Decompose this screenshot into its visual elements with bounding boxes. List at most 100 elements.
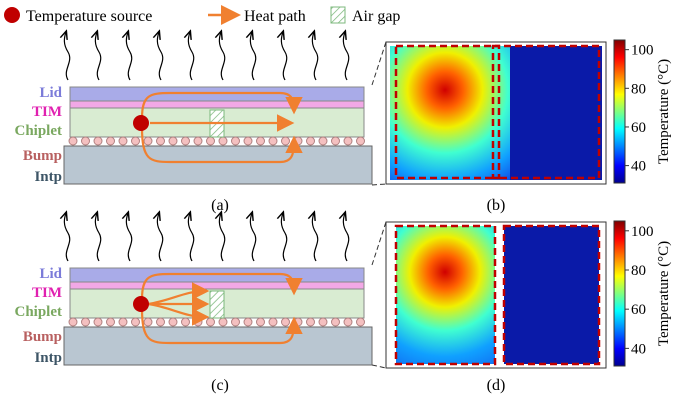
bump	[169, 318, 177, 326]
bump	[194, 137, 202, 145]
bump	[69, 137, 77, 145]
zoom-line	[372, 365, 386, 368]
bump	[257, 318, 265, 326]
bump	[144, 318, 152, 326]
bump	[319, 137, 327, 145]
heat-arrow	[126, 213, 131, 261]
colorbar-tick-label: 60	[631, 302, 646, 318]
bump	[194, 318, 202, 326]
air-gap	[210, 291, 224, 318]
colorbar-label: Temperature (°C)	[656, 59, 672, 164]
bump	[294, 318, 302, 326]
heat-arrow	[219, 32, 224, 80]
heat-arrow	[250, 32, 255, 80]
layer-label: Lid	[39, 266, 62, 282]
heat-arrow	[312, 213, 317, 261]
colorbar	[614, 221, 625, 366]
colorbar-label: Temperature (°C)	[656, 241, 672, 346]
heat-arrow	[157, 32, 162, 80]
colorbar-tick-label: 100	[631, 224, 654, 240]
temperature-source	[133, 115, 149, 131]
bump	[69, 318, 77, 326]
bump	[207, 137, 215, 145]
figure: Temperature source Heat path Air gap Lid…	[0, 0, 699, 401]
legend-marker	[4, 7, 20, 23]
colorbar-tick-label: 40	[631, 159, 646, 175]
heat-arrow	[64, 213, 69, 261]
bump	[357, 137, 365, 145]
heat-arrow	[250, 213, 255, 261]
colorbar	[614, 40, 625, 183]
layer-label: Bump	[23, 148, 62, 164]
bump	[169, 137, 177, 145]
bump	[269, 318, 277, 326]
bump	[94, 318, 102, 326]
legend-source: Temperature source	[26, 8, 152, 25]
bump	[182, 137, 190, 145]
stack-diagram-c: Lid TIM Chiplet Bump Intp	[14, 213, 372, 366]
layer-intp	[64, 327, 372, 365]
bump	[119, 318, 127, 326]
caption: (b)	[487, 197, 506, 214]
bump	[232, 318, 240, 326]
bump	[157, 137, 165, 145]
colorbar-tick-label: 80	[631, 263, 646, 279]
bump	[319, 318, 327, 326]
heat-arrow	[312, 32, 317, 80]
bump	[132, 318, 140, 326]
heat-arrow	[188, 32, 193, 80]
caption: (c)	[211, 377, 229, 394]
heatmap	[504, 226, 599, 364]
colorbar-tick-label: 60	[631, 120, 646, 136]
legend-path: Heat path	[244, 8, 306, 25]
heatmap-hot	[396, 226, 495, 364]
bump	[207, 318, 215, 326]
bump	[219, 137, 227, 145]
bump	[344, 318, 352, 326]
heat-arrow	[281, 32, 286, 80]
bump	[144, 137, 152, 145]
heat-arrow	[343, 213, 348, 261]
layer-label: Chiplet	[14, 304, 62, 320]
bump	[119, 137, 127, 145]
heat-arrow	[343, 32, 348, 80]
heat-arrow	[64, 32, 69, 80]
layer-label: TIM	[32, 104, 62, 120]
bump	[219, 318, 227, 326]
bump	[107, 137, 115, 145]
bump	[307, 137, 315, 145]
bump	[282, 318, 290, 326]
layer-intp	[64, 146, 372, 184]
zoom-line	[372, 42, 386, 85]
bump	[332, 137, 340, 145]
bump	[82, 137, 90, 145]
heat-arrow	[219, 213, 224, 261]
layer-tim	[70, 282, 364, 289]
bump	[82, 318, 90, 326]
bump	[294, 137, 302, 145]
layer-label: TIM	[32, 285, 62, 301]
bump	[332, 318, 340, 326]
heat-arrow	[188, 213, 193, 261]
bump	[132, 137, 140, 145]
layer-label: Bump	[23, 329, 62, 345]
layer-label: Lid	[39, 85, 62, 101]
bump	[232, 137, 240, 145]
layer-label: Intp	[34, 350, 62, 366]
layer-label: Intp	[34, 169, 62, 185]
bump	[282, 137, 290, 145]
heat-arrow	[126, 32, 131, 80]
caption: (a)	[211, 197, 229, 214]
bump	[94, 137, 102, 145]
layer-tim	[70, 101, 364, 108]
bump	[244, 318, 252, 326]
bump	[269, 137, 277, 145]
heat-arrow	[95, 213, 100, 261]
colorbar-tick-label: 80	[631, 81, 646, 97]
heat-arrow	[95, 32, 100, 80]
bump	[307, 318, 315, 326]
zoom-line	[372, 184, 386, 185]
bump	[244, 137, 252, 145]
legend-gap: Air gap	[352, 8, 400, 25]
